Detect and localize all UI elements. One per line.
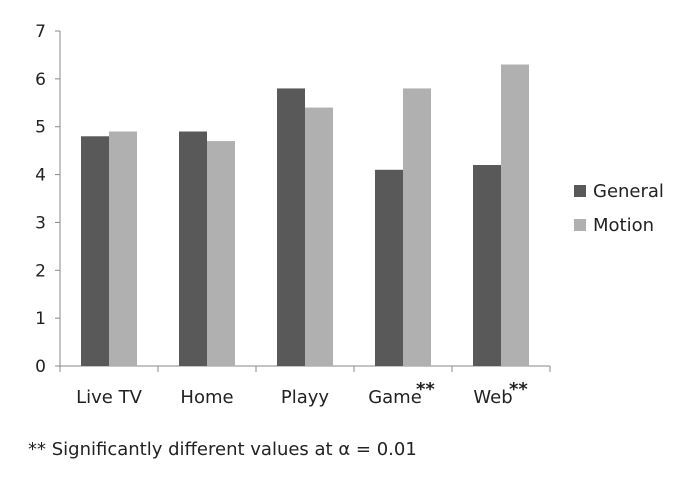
footnote: ** Significantly different values at α =… <box>28 439 417 460</box>
x-tick-label: Game <box>368 387 422 408</box>
y-tick-label: 0 <box>35 357 46 377</box>
y-tick-label: 1 <box>35 309 46 329</box>
x-tick-label: Web <box>473 387 512 408</box>
significance-marker: ** <box>416 379 435 400</box>
bar-motion-live-tv <box>109 131 137 366</box>
legend-label-motion: Motion <box>593 215 654 236</box>
y-tick-label: 7 <box>35 22 46 42</box>
y-tick-label: 5 <box>35 118 46 138</box>
x-tick-label: Playy <box>281 387 330 408</box>
significance-marker: ** <box>509 379 528 400</box>
axes: 0 1 2 3 4 5 6 7 <box>35 22 551 377</box>
bar-general-live-tv <box>81 136 109 366</box>
bar-general-home <box>179 131 207 366</box>
bar-general-playy <box>277 88 305 366</box>
legend-swatch-general <box>574 185 586 197</box>
labels: Live TV Home Playy Game** Web** <box>76 379 528 408</box>
y-tick-label: 2 <box>35 261 46 281</box>
y-tick-label: 6 <box>35 70 46 90</box>
bar-motion-game <box>403 88 431 366</box>
bar-motion-web <box>501 64 529 366</box>
legend-swatch-motion <box>574 219 586 231</box>
bar-general-web <box>473 165 501 366</box>
bar-motion-home <box>207 141 235 366</box>
x-tick-label: Home <box>180 387 233 408</box>
x-tick-label: Live TV <box>76 387 142 408</box>
y-tick-label: 4 <box>35 166 46 186</box>
y-tick-label: 3 <box>35 213 46 233</box>
bar-general-game <box>375 169 403 366</box>
bars <box>81 64 529 367</box>
legend-label-general: General <box>593 181 664 202</box>
bar-motion-playy <box>305 107 333 367</box>
legend: General Motion <box>574 181 664 236</box>
